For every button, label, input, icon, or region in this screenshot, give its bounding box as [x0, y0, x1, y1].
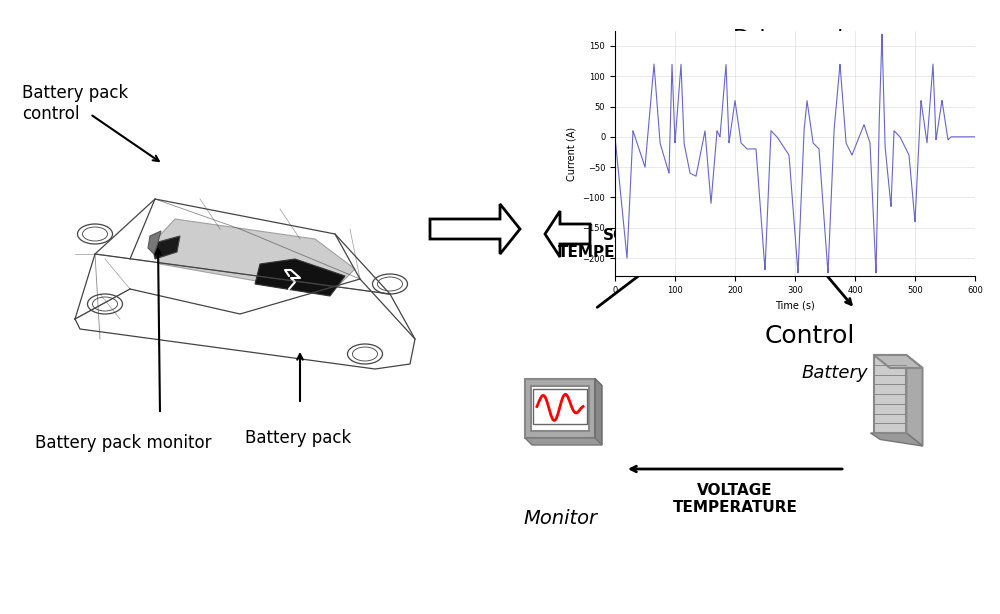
- Ellipse shape: [713, 172, 767, 196]
- Text: Control: Control: [765, 324, 855, 348]
- Text: Battery: Battery: [802, 364, 868, 382]
- Ellipse shape: [743, 123, 755, 131]
- Text: POWER: POWER: [808, 231, 872, 246]
- Polygon shape: [148, 231, 161, 254]
- Text: Drive cycle: Drive cycle: [733, 29, 857, 49]
- Polygon shape: [430, 204, 520, 254]
- Polygon shape: [906, 355, 922, 446]
- Polygon shape: [545, 211, 590, 257]
- Text: SOC
TEMPERATURE: SOC TEMPERATURE: [558, 228, 682, 260]
- Polygon shape: [595, 378, 602, 445]
- Text: VOLTAGE
TEMPERATURE: VOLTAGE TEMPERATURE: [673, 483, 797, 515]
- Polygon shape: [525, 438, 602, 445]
- Polygon shape: [533, 389, 587, 424]
- Polygon shape: [255, 259, 345, 296]
- Text: Battery pack
control: Battery pack control: [22, 84, 128, 123]
- Y-axis label: Current (A): Current (A): [567, 126, 577, 181]
- Polygon shape: [870, 433, 922, 446]
- Text: Monitor: Monitor: [523, 509, 597, 528]
- Polygon shape: [525, 378, 595, 438]
- Polygon shape: [154, 236, 180, 259]
- Text: Battery pack: Battery pack: [245, 429, 351, 447]
- Polygon shape: [531, 386, 589, 431]
- Polygon shape: [874, 355, 922, 368]
- Polygon shape: [874, 355, 906, 433]
- Text: Battery pack monitor: Battery pack monitor: [35, 434, 212, 452]
- Polygon shape: [150, 219, 355, 294]
- X-axis label: Time (s): Time (s): [775, 301, 815, 311]
- Polygon shape: [737, 127, 755, 172]
